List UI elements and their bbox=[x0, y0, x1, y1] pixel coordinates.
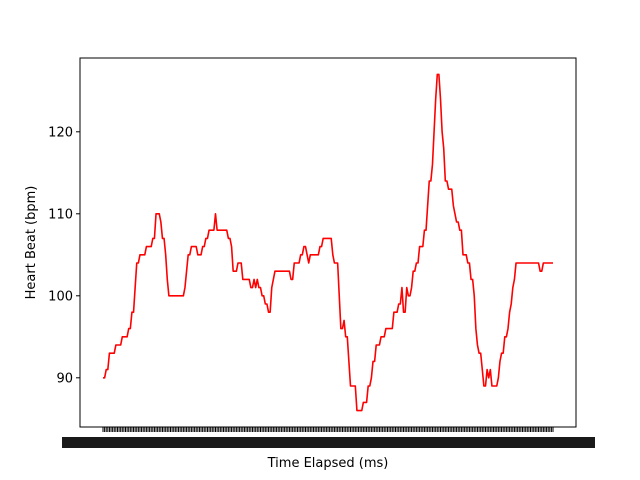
y-tick-label: 120 bbox=[48, 125, 73, 140]
y-tick-label: 110 bbox=[48, 207, 73, 222]
x-tick-labels-overlapped bbox=[62, 437, 595, 448]
x-ticks bbox=[62, 427, 595, 448]
x-axis-label: Time Elapsed (ms) bbox=[267, 456, 389, 471]
y-ticks: 90 100 110 120 bbox=[48, 125, 80, 386]
y-tick-label: 90 bbox=[56, 371, 73, 386]
y-tick-label: 100 bbox=[48, 289, 73, 304]
heart-rate-line bbox=[103, 73, 553, 412]
plot-frame bbox=[79, 57, 577, 428]
y-axis-label: Heart Beat (bpm) bbox=[24, 186, 39, 300]
